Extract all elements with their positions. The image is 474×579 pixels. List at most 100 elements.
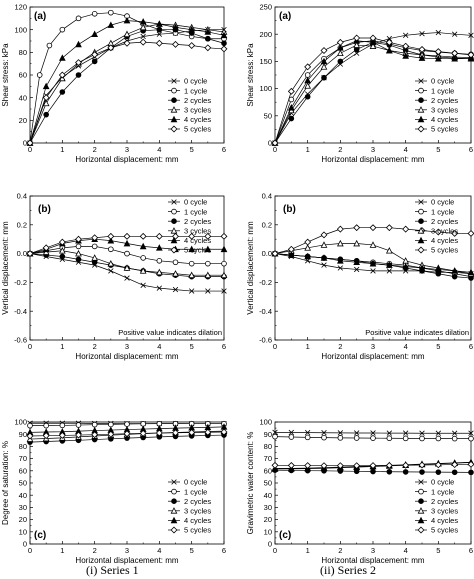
x-axis-label: Horizontal displacement: mm (321, 556, 424, 565)
data-point (287, 103, 295, 111)
data-point (221, 260, 227, 267)
data-point (287, 461, 295, 469)
legend-marker (418, 218, 424, 225)
data-point (321, 74, 327, 81)
legend-label: 3 cycles (431, 106, 458, 115)
legend-label: 3 cycles (184, 227, 211, 236)
data-point (59, 89, 66, 95)
data-point (75, 431, 82, 439)
panel-label: (b) (38, 204, 51, 215)
x-tick-label: 1 (60, 546, 64, 555)
data-point (58, 238, 66, 246)
data-point (271, 250, 279, 258)
data-point (220, 31, 228, 39)
data-point (353, 462, 361, 470)
x-tick-label: 1 (306, 546, 310, 555)
data-point (402, 42, 410, 50)
legend-label: 1 cycle (184, 86, 207, 95)
series-label-2: (ii) Series 2 (320, 563, 376, 577)
data-point (220, 271, 228, 278)
data-point (43, 422, 49, 429)
legend-marker (417, 115, 425, 123)
data-point (321, 262, 327, 268)
data-point (188, 245, 196, 253)
data-point (336, 462, 344, 470)
x-tick-label: 2 (338, 145, 342, 154)
annotation: Positive value indicates dilation (118, 328, 222, 337)
legend-marker (417, 507, 425, 514)
chart-2b: 0 1 2 3 4 5 6 -0.6 -0.4 -0.2 0.0 0.2 0.4 Horizontal d… (246, 192, 474, 361)
data-point (205, 288, 211, 294)
x-tick-label: 3 (125, 546, 129, 555)
legend-marker (170, 516, 178, 524)
data-point (321, 434, 327, 441)
data-point (304, 252, 312, 260)
y-tick-label: 80 (19, 48, 27, 57)
data-point (42, 432, 50, 440)
legend-marker (170, 115, 178, 123)
x-tick-label: 4 (157, 546, 161, 555)
x-tick-label: 5 (190, 145, 194, 154)
data-point (287, 251, 295, 258)
y-tick-label: 10 (19, 527, 27, 536)
x-axis-label: Horizontal displacement: mm (75, 556, 178, 565)
data-point (188, 260, 195, 267)
data-point (451, 461, 459, 469)
data-point (91, 421, 98, 428)
data-point (385, 224, 393, 232)
data-point (220, 245, 228, 253)
legend-marker (417, 516, 425, 524)
chart-1b: 0 1 2 3 4 5 6 -0.6 -0.4 -0.2 0.0 0.2 0.4 Horizontal d… (1, 192, 228, 361)
y-tick-label: 40 (264, 491, 272, 500)
data-point (369, 42, 377, 49)
legend-marker (418, 498, 424, 505)
data-point (140, 255, 146, 261)
data-point (204, 232, 212, 240)
data-point (156, 257, 163, 264)
data-point (188, 288, 195, 294)
y-tick-label: 90 (264, 430, 272, 439)
panel-label: (a) (34, 11, 46, 22)
data-point (156, 31, 163, 37)
x-tick-label: 6 (469, 342, 473, 351)
x-tick-label: 4 (404, 546, 408, 555)
data-point (434, 48, 442, 56)
legend-label: 3 cycles (431, 227, 458, 236)
y-tick-label: 70 (19, 454, 27, 463)
data-point (369, 260, 377, 267)
legend-label: 1 cycle (184, 207, 207, 216)
data-point (353, 435, 360, 441)
data-point (220, 428, 228, 436)
series-line (29, 253, 224, 292)
data-point (204, 271, 212, 278)
data-point (468, 430, 474, 436)
data-point (304, 82, 312, 89)
data-point (58, 54, 66, 61)
data-point (287, 245, 295, 253)
legend-label: 1 cycle (431, 86, 454, 95)
x-tick-label: 6 (222, 145, 226, 154)
data-point (42, 99, 50, 107)
data-point (188, 429, 196, 436)
x-tick-label: 4 (157, 145, 161, 154)
x-tick-label: 3 (371, 546, 375, 555)
data-point (205, 260, 211, 267)
y-tick-label: 0.2 (17, 220, 27, 229)
data-point (172, 40, 179, 48)
y-axis-label: Vertical displacement: mm (1, 221, 10, 315)
x-tick-label: 3 (125, 342, 129, 351)
y-tick-label: 0 (23, 139, 27, 148)
legend-marker (170, 526, 178, 534)
data-point (188, 25, 196, 33)
y-tick-label: 30 (264, 503, 272, 512)
y-tick-label: 10 (264, 527, 272, 536)
series-4 (271, 249, 474, 276)
data-point (156, 26, 163, 33)
legend-label: 5 cycles (184, 246, 211, 255)
data-point (385, 38, 393, 46)
y-tick-label: 60 (19, 466, 27, 475)
legend-label: 2 cycles (431, 497, 458, 506)
data-point (419, 30, 425, 37)
data-point (75, 59, 82, 66)
